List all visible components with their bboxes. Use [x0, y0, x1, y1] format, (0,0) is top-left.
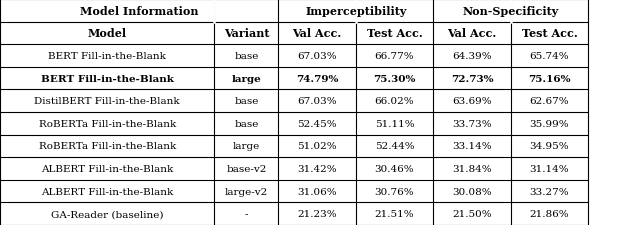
Text: DistilBERT Fill-in-the-Blank: DistilBERT Fill-in-the-Blank: [35, 97, 180, 106]
Text: large: large: [232, 74, 261, 83]
Text: Test Acc.: Test Acc.: [522, 28, 577, 39]
Text: 52.44%: 52.44%: [375, 142, 414, 151]
Text: Model Information: Model Information: [80, 6, 198, 17]
Text: 31.84%: 31.84%: [452, 164, 492, 173]
Text: 67.03%: 67.03%: [298, 97, 337, 106]
Text: 21.50%: 21.50%: [452, 209, 492, 218]
Text: 62.67%: 62.67%: [530, 97, 569, 106]
Text: Val Acc.: Val Acc.: [292, 28, 342, 39]
Text: base: base: [234, 52, 259, 61]
Text: RoBERTa Fill-in-the-Blank: RoBERTa Fill-in-the-Blank: [38, 119, 176, 128]
Text: 67.03%: 67.03%: [298, 52, 337, 61]
Text: 52.45%: 52.45%: [298, 119, 337, 128]
Text: ALBERT Fill-in-the-Blank: ALBERT Fill-in-the-Blank: [41, 187, 173, 196]
Text: BERT Fill-in-the-Blank: BERT Fill-in-the-Blank: [41, 74, 173, 83]
Text: 21.23%: 21.23%: [298, 209, 337, 218]
Text: 51.11%: 51.11%: [375, 119, 414, 128]
Text: 30.76%: 30.76%: [375, 187, 414, 196]
Text: 64.39%: 64.39%: [452, 52, 492, 61]
Text: Non-Specificity: Non-Specificity: [463, 6, 559, 17]
Text: base-v2: base-v2: [226, 164, 267, 173]
Text: 66.02%: 66.02%: [375, 97, 414, 106]
Text: 21.86%: 21.86%: [530, 209, 569, 218]
Text: 30.46%: 30.46%: [375, 164, 414, 173]
Text: base: base: [234, 97, 259, 106]
Text: 30.08%: 30.08%: [452, 187, 492, 196]
Text: 34.95%: 34.95%: [530, 142, 569, 151]
Text: 51.02%: 51.02%: [298, 142, 337, 151]
Text: 33.73%: 33.73%: [452, 119, 492, 128]
Text: base: base: [234, 119, 259, 128]
Text: 33.27%: 33.27%: [530, 187, 569, 196]
Text: 31.06%: 31.06%: [298, 187, 337, 196]
Text: large-v2: large-v2: [225, 187, 268, 196]
Text: 74.79%: 74.79%: [296, 74, 339, 83]
Text: 63.69%: 63.69%: [452, 97, 492, 106]
Text: 75.16%: 75.16%: [528, 74, 571, 83]
Text: 72.73%: 72.73%: [451, 74, 493, 83]
Text: 31.14%: 31.14%: [530, 164, 569, 173]
Text: 33.14%: 33.14%: [452, 142, 492, 151]
Text: BERT Fill-in-the-Blank: BERT Fill-in-the-Blank: [48, 52, 166, 61]
Text: large: large: [233, 142, 260, 151]
Text: Imperceptibility: Imperceptibility: [305, 6, 406, 17]
Text: 35.99%: 35.99%: [530, 119, 569, 128]
Text: Model: Model: [88, 28, 127, 39]
Text: 66.77%: 66.77%: [375, 52, 414, 61]
Text: 21.51%: 21.51%: [375, 209, 414, 218]
Text: 75.30%: 75.30%: [373, 74, 416, 83]
Text: Variant: Variant: [223, 28, 269, 39]
Text: RoBERTa Fill-in-the-Blank: RoBERTa Fill-in-the-Blank: [38, 142, 176, 151]
Text: GA-Reader (baseline): GA-Reader (baseline): [51, 209, 163, 218]
Text: Val Acc.: Val Acc.: [447, 28, 497, 39]
Text: ALBERT Fill-in-the-Blank: ALBERT Fill-in-the-Blank: [41, 164, 173, 173]
Text: Test Acc.: Test Acc.: [367, 28, 422, 39]
Text: -: -: [244, 209, 248, 218]
Text: 31.42%: 31.42%: [298, 164, 337, 173]
Text: 65.74%: 65.74%: [530, 52, 569, 61]
